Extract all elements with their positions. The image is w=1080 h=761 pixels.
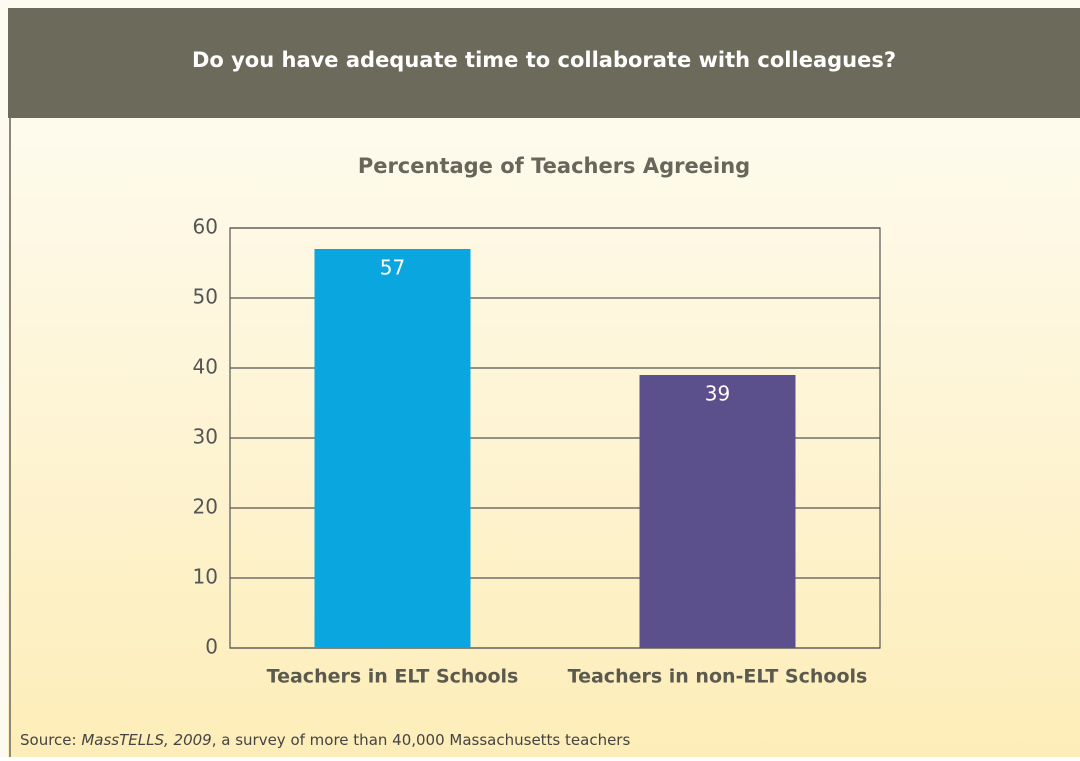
data-label: 39: [705, 382, 730, 406]
source-title: MassTELLS, 2009: [81, 731, 211, 749]
source-note: Source: MassTELLS, 2009, a survey of mor…: [20, 731, 630, 749]
y-tick-label: 20: [193, 495, 218, 519]
bar: [314, 249, 471, 648]
y-tick-label: 40: [193, 355, 218, 379]
x-tick-label: Teachers in non-ELT Schools: [568, 666, 868, 688]
y-tick-label: 0: [205, 635, 218, 659]
bar: [639, 375, 796, 648]
source-label: Source:: [20, 731, 77, 749]
y-tick-label: 30: [193, 425, 218, 449]
data-label: 57: [380, 256, 405, 280]
x-tick-label: Teachers in ELT Schools: [267, 666, 519, 688]
header-title: Do you have adequate time to collaborate…: [192, 48, 896, 72]
chart-title: Percentage of Teachers Agreeing: [358, 154, 750, 178]
header-band: [8, 8, 1080, 118]
y-tick-label: 50: [193, 285, 218, 309]
source-text: , a survey of more than 40,000 Massachus…: [212, 731, 631, 749]
y-tick-label: 10: [193, 565, 218, 589]
y-tick-label: 60: [193, 215, 218, 239]
